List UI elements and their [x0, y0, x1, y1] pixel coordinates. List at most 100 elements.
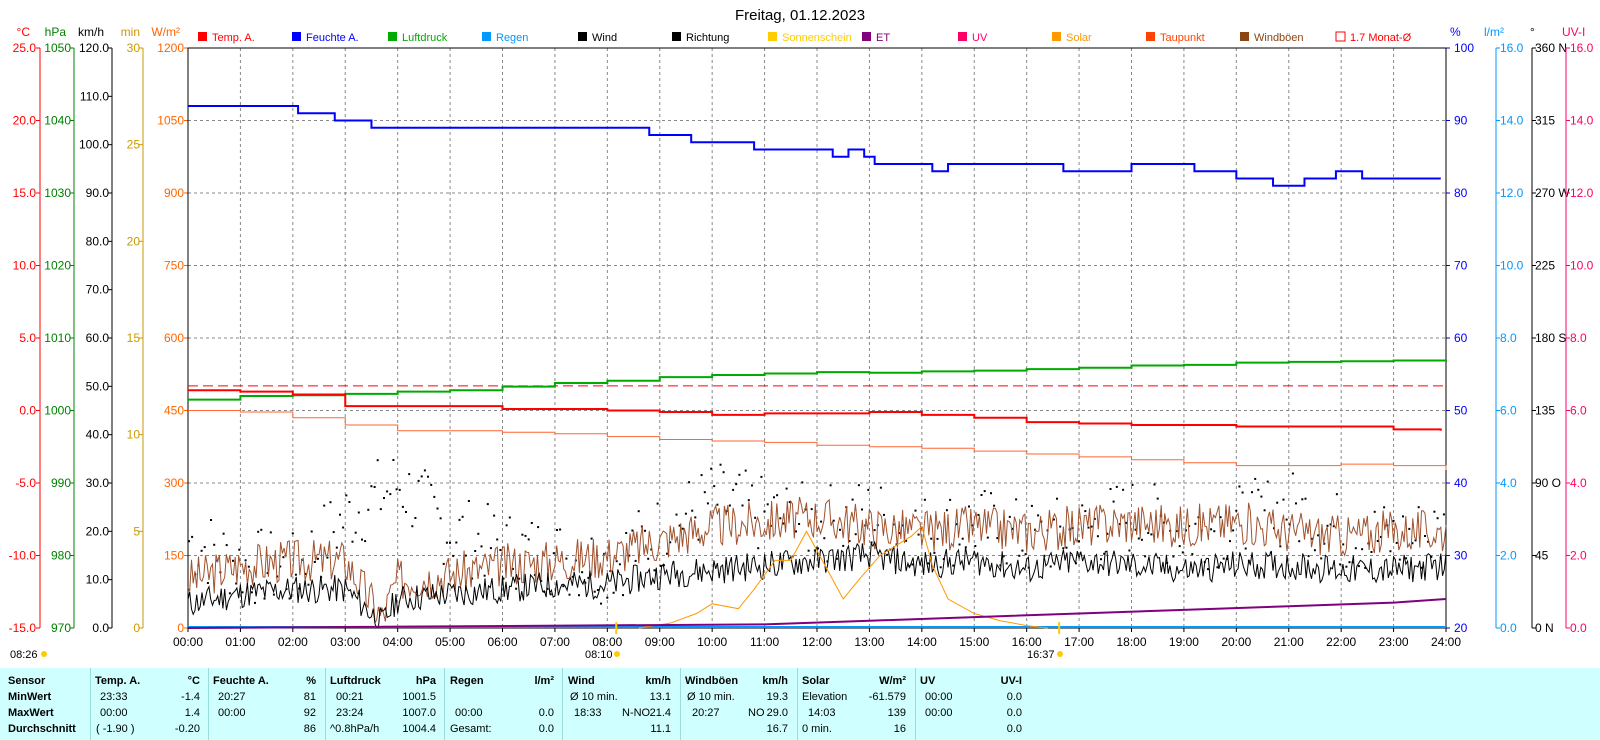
direction-point [980, 494, 983, 496]
direction-point [1210, 528, 1213, 531]
wind-tick-label: 100.0 [79, 138, 109, 152]
press-tick-label: 1050 [44, 41, 71, 55]
direction-point [1342, 543, 1345, 546]
direction-point [191, 535, 194, 538]
direction-point [703, 491, 706, 494]
uv-unit: UV-I [1000, 675, 1022, 687]
x-tick-label: 15:00 [959, 635, 989, 649]
x-tick-label: 21:00 [1274, 635, 1304, 649]
direction-point [282, 556, 285, 559]
direction-point [854, 533, 857, 536]
direction-point [1313, 549, 1316, 552]
direction-point [524, 534, 527, 537]
hum-tick-label: 40 [1454, 476, 1468, 490]
direction-point [700, 474, 703, 477]
solar-tick-label: 1200 [157, 41, 184, 55]
legend-swatch [578, 32, 587, 41]
direction-point [408, 473, 411, 476]
direction-point [1282, 498, 1285, 501]
legend-label: Temp. A. [212, 32, 255, 44]
direction-point [188, 540, 190, 543]
direction-point [1420, 566, 1423, 569]
legend: Temp. A. Feuchte A. Luftdruck Regen Wind Rich… [198, 31, 1412, 44]
solar-tick-label: 900 [164, 186, 184, 200]
direction-point [886, 553, 889, 556]
direction-point [1298, 540, 1301, 543]
direction-point [728, 504, 731, 507]
direction-point [464, 554, 467, 557]
direction-point [776, 494, 779, 497]
wind-tick-label: 110.0 [80, 89, 109, 103]
direction-point [1335, 493, 1338, 496]
direction-point [452, 554, 455, 557]
direction-point [1380, 536, 1382, 538]
direction-point [232, 559, 234, 562]
direction-point [244, 559, 247, 562]
temp-unit-label: °C [17, 25, 31, 39]
direction-point [983, 490, 986, 493]
direction-point [200, 549, 203, 552]
direction-point [936, 537, 939, 540]
direction-point [307, 583, 310, 586]
legend-label: 1.7 Monat-Ø [1350, 32, 1412, 44]
hum-tick-label: 30 [1454, 549, 1468, 563]
direction-point [521, 533, 524, 536]
sunrise-icon [614, 651, 620, 657]
wind-tick-label: 90.0 [86, 186, 110, 200]
daylength-label: 08:26 [10, 649, 38, 661]
direction-point [637, 510, 640, 513]
x-tick-label: 01:00 [225, 635, 255, 649]
x-tick-label: 14:00 [907, 635, 937, 649]
direction-point [477, 532, 480, 535]
x-tick-label: 24:00 [1431, 635, 1461, 649]
direction-point [326, 556, 329, 559]
solar-max-time: 14:03 [808, 707, 836, 719]
left-axes: -15.0 -10.0 -5.0 0.0 5.0 10.0 15.0 20.0 25.0 °C 97… [9, 25, 189, 635]
direction-point [905, 539, 908, 542]
hum-tick-label: 80 [1454, 186, 1468, 200]
direction-point [1357, 565, 1360, 568]
solar-unit-label: W/m² [151, 25, 180, 39]
direction-point [342, 526, 345, 529]
solar-tick-label: 1050 [157, 114, 184, 128]
direction-point [1301, 498, 1304, 501]
direction-point [1156, 497, 1159, 500]
press-tick-label: 970 [51, 621, 71, 635]
temp-tick-label: -10.0 [9, 549, 37, 563]
direction-point [364, 540, 367, 543]
direction-point [329, 501, 332, 504]
direction-point [1424, 535, 1426, 537]
dir-unit-label: ° [1530, 25, 1535, 39]
direction-point [210, 519, 212, 521]
direction-point [1185, 529, 1187, 532]
direction-point [250, 591, 253, 594]
direction-point [1188, 525, 1191, 528]
minutes-unit-label: min [121, 25, 140, 39]
gust-min-label: Ø 10 min. [687, 691, 735, 703]
direction-point [710, 467, 713, 470]
wind-tick-label: 0.0 [92, 621, 109, 635]
direction-point [486, 503, 489, 506]
rain-max: 0.0 [538, 707, 554, 719]
row-label-sensor: Sensor [8, 675, 46, 687]
x-tick-label: 10:00 [697, 635, 727, 649]
solar-tick-label: 600 [164, 331, 184, 345]
legend-swatch [768, 32, 777, 41]
direction-point [656, 502, 659, 505]
direction-point [861, 508, 863, 511]
direction-point [496, 538, 499, 541]
solar-avg: 16 [893, 723, 906, 735]
direction-point [254, 601, 256, 604]
hum-max: 92 [303, 707, 316, 719]
direction-point [933, 551, 936, 554]
solar-min-label: Elevation [802, 691, 848, 703]
row-label-min: MinWert [8, 691, 52, 703]
direction-point [1402, 515, 1404, 518]
direction-point [442, 562, 445, 565]
direction-point [562, 585, 565, 588]
direction-point [1024, 553, 1027, 556]
direction-point [439, 517, 442, 520]
wind-tick-label: 10.0 [86, 573, 110, 587]
direction-point [810, 508, 813, 511]
direction-point [832, 519, 835, 522]
